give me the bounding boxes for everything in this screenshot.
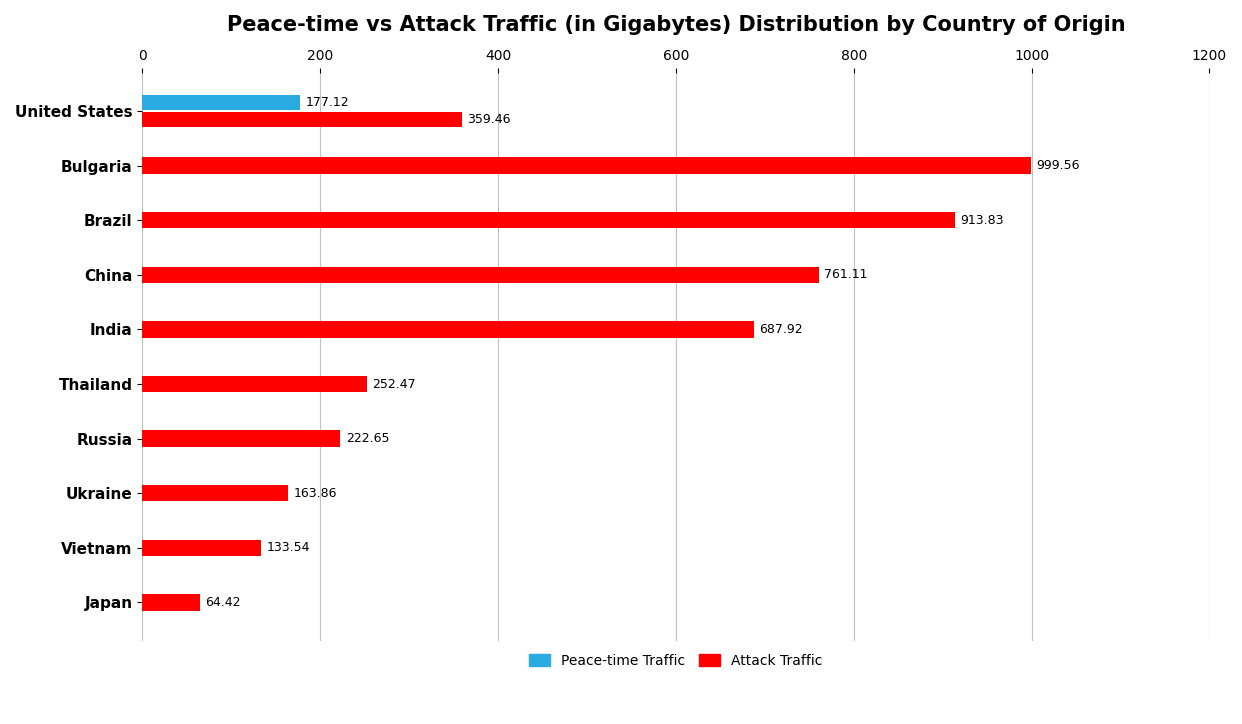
Text: 687.92: 687.92 <box>759 323 804 336</box>
Bar <box>143 321 754 337</box>
Text: 761.11: 761.11 <box>825 269 868 281</box>
Text: 913.83: 913.83 <box>960 214 1004 227</box>
Text: 252.47: 252.47 <box>373 377 416 390</box>
Text: 222.65: 222.65 <box>345 432 389 445</box>
Bar <box>143 431 340 447</box>
Text: 177.12: 177.12 <box>306 96 349 109</box>
Text: 163.86: 163.86 <box>293 487 337 500</box>
Bar <box>143 376 366 392</box>
Legend: Peace-time Traffic, Attack Traffic: Peace-time Traffic, Attack Traffic <box>524 649 828 673</box>
Text: 133.54: 133.54 <box>267 542 310 555</box>
Bar <box>143 95 299 110</box>
Text: 999.56: 999.56 <box>1037 159 1081 172</box>
Bar <box>143 212 955 228</box>
Bar <box>143 266 820 283</box>
Text: 64.42: 64.42 <box>205 596 241 609</box>
Bar <box>143 157 1031 174</box>
Title: Peace-time vs Attack Traffic (in Gigabytes) Distribution by Country of Origin: Peace-time vs Attack Traffic (in Gigabyt… <box>226 15 1125 35</box>
Bar <box>143 539 261 556</box>
Bar <box>143 594 200 610</box>
Bar <box>143 112 462 127</box>
Bar <box>143 485 288 502</box>
Text: 359.46: 359.46 <box>467 113 510 126</box>
